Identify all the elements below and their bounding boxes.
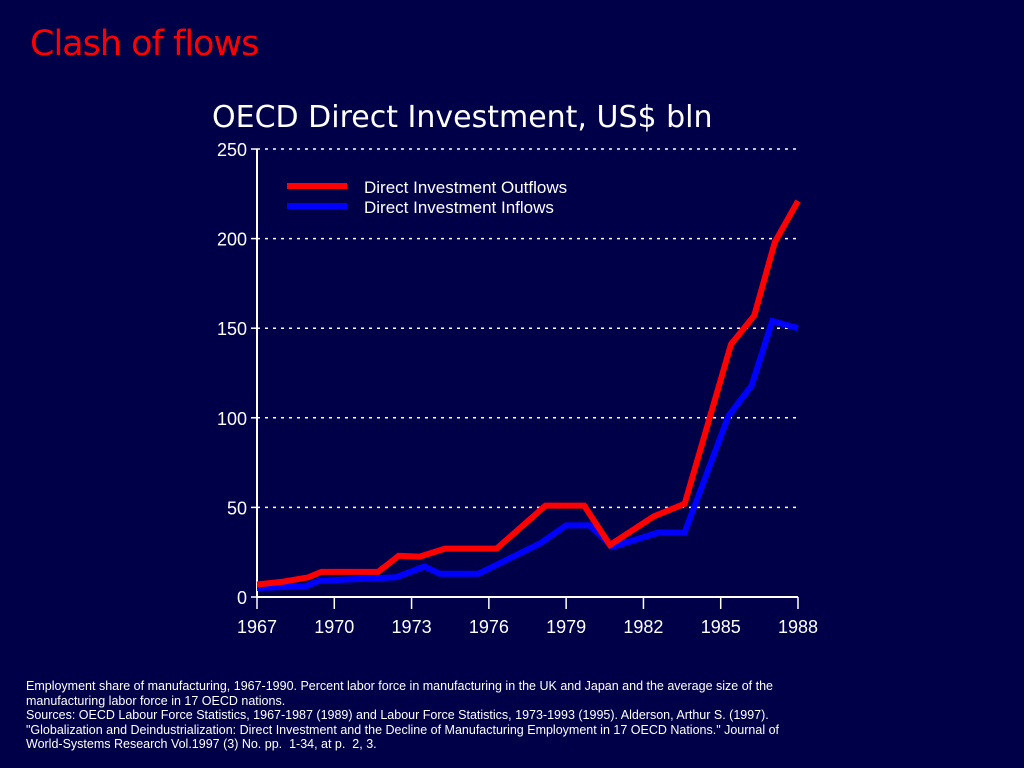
x-tick-label: 1973	[392, 617, 432, 637]
series-lines	[256, 199, 801, 592]
axes: 0 50 100 150 200 250 1967 1970 1973 1976 1979 1982 1…	[217, 140, 818, 637]
y-tick-label: 100	[217, 409, 247, 429]
footnote-description: Employment share of manufacturing, 1967-…	[26, 679, 777, 708]
x-tick-label: 1982	[623, 617, 663, 637]
y-tick-label: 0	[237, 588, 247, 608]
slide-title: Clash of flows	[30, 24, 259, 64]
y-tick-label: 250	[217, 140, 247, 160]
y-tick-label: 200	[217, 230, 247, 250]
x-tick-label: 1979	[546, 617, 586, 637]
series-line-inflows	[256, 317, 799, 592]
footnote: Employment share of manufacturing, 1967-…	[26, 679, 816, 752]
y-tick-label: 50	[227, 498, 247, 518]
series-line-outflows	[256, 199, 801, 588]
y-tick-label: 150	[217, 319, 247, 339]
legend-label: Direct Investment Inflows	[364, 198, 554, 217]
x-tick-label: 1985	[701, 617, 741, 637]
chart-title: OECD Direct Investment, US$ bln	[212, 100, 713, 135]
x-tick-label: 1976	[469, 617, 509, 637]
legend-label: Direct Investment Outflows	[364, 178, 567, 197]
footnote-sources: Sources: OECD Labour Force Statistics, 1…	[26, 708, 783, 751]
x-tick-label: 1970	[314, 617, 354, 637]
x-tick-label: 1988	[778, 617, 818, 637]
x-tick-label: 1967	[237, 617, 277, 637]
